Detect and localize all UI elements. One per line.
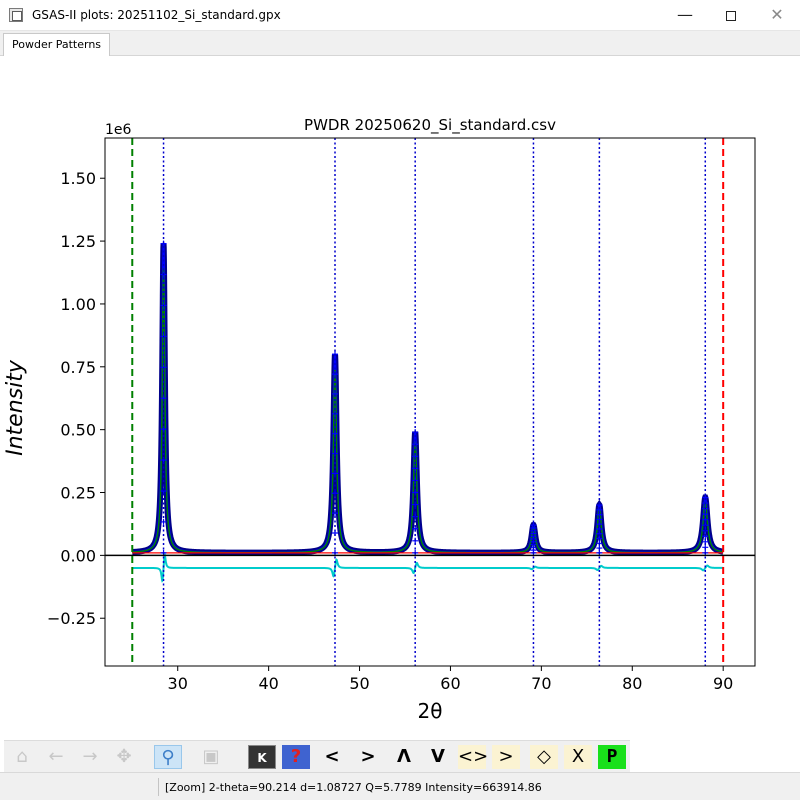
y-tick-label: 0.50 — [60, 421, 96, 440]
app-window-icon — [9, 8, 23, 22]
status-separator — [158, 778, 159, 796]
window-titlebar: GSAS-II plots: 20251102_Si_standard.gpx … — [0, 0, 800, 31]
expand-x-icon[interactable]: <> — [458, 745, 489, 769]
shift-right-icon[interactable]: > — [360, 746, 376, 767]
difference-curve — [132, 553, 724, 583]
y-tick-label: 1.50 — [60, 169, 96, 188]
chart-title: PWDR 20250620_Si_standard.csv — [304, 116, 556, 135]
plot-canvas[interactable]: 30 40 50 60 70 80 90 −0.25 0.00 0.25 0.50 0.75 1.00 1… — [0, 56, 800, 740]
tab-bar: Powder Patterns — [0, 31, 800, 56]
save-icon: ▣ — [202, 746, 220, 767]
x-tick-label: 30 — [168, 674, 188, 693]
expand-y-icon[interactable]: ◇ — [530, 745, 558, 769]
publish-icon[interactable]: P — [598, 745, 626, 769]
forward-icon: → — [82, 746, 98, 767]
powder-pattern-chart[interactable]: 30 40 50 60 70 80 90 −0.25 0.00 0.25 0.50 0.75 1.00 1… — [0, 56, 800, 740]
plot-series-group — [105, 138, 755, 666]
contract-x-icon[interactable]: >< — [492, 745, 520, 791]
observed-curve — [132, 243, 724, 554]
window-title: GSAS-II plots: 20251102_Si_standard.gpx — [32, 8, 281, 22]
close-button[interactable]: ✕ — [770, 5, 784, 24]
y-tick-label: 0.00 — [60, 546, 96, 565]
tab-powder-patterns[interactable]: Powder Patterns — [3, 33, 111, 56]
y-multiplier: 1e6 — [105, 122, 132, 138]
shift-up-icon[interactable]: Λ — [397, 746, 411, 767]
x-tick-label: 70 — [531, 674, 551, 693]
x-axis-label: 2θ — [418, 699, 443, 723]
minimize-button[interactable]: — — [677, 5, 693, 24]
pan-icon: ✥ — [116, 746, 132, 767]
contract-y-icon[interactable]: X — [564, 745, 592, 769]
x-tick-label: 40 — [258, 674, 278, 693]
y-tick-label: 1.25 — [60, 232, 96, 251]
x-tick-label: 60 — [440, 674, 460, 693]
back-icon: ← — [48, 746, 64, 767]
maximize-button[interactable] — [708, 0, 754, 31]
y-axis-label: Intensity — [3, 359, 28, 456]
y-tick-label: 0.25 — [60, 484, 96, 503]
observed-band — [132, 243, 724, 556]
status-readout: [Zoom] 2-theta=90.214 d=1.08727 Q=5.7789… — [165, 781, 542, 794]
zoom-icon[interactable]: ⚲ — [154, 745, 182, 769]
status-bar: [Zoom] 2-theta=90.214 d=1.08727 Q=5.7789… — [0, 772, 800, 800]
x-tick-label: 80 — [622, 674, 642, 693]
maximize-icon — [726, 10, 736, 21]
x-tick-label: 90 — [713, 674, 733, 693]
plot-toolbar: ⌂←→✥⚲▣K?<>ΛV<>><◇XP — [4, 740, 630, 791]
y-tick-label: 0.75 — [60, 358, 96, 377]
y-tick-label: −0.25 — [47, 609, 96, 628]
plot-frame — [104, 137, 756, 667]
home-icon: ⌂ — [16, 746, 28, 767]
help-icon[interactable]: ? — [282, 745, 310, 769]
calculated-curve — [132, 268, 724, 554]
x-tick-label: 50 — [349, 674, 369, 693]
shift-down-icon[interactable]: V — [431, 746, 445, 767]
shift-left-icon[interactable]: < — [324, 746, 340, 767]
y-tick-label: 1.00 — [60, 295, 96, 314]
key-icon[interactable]: K — [248, 745, 276, 769]
